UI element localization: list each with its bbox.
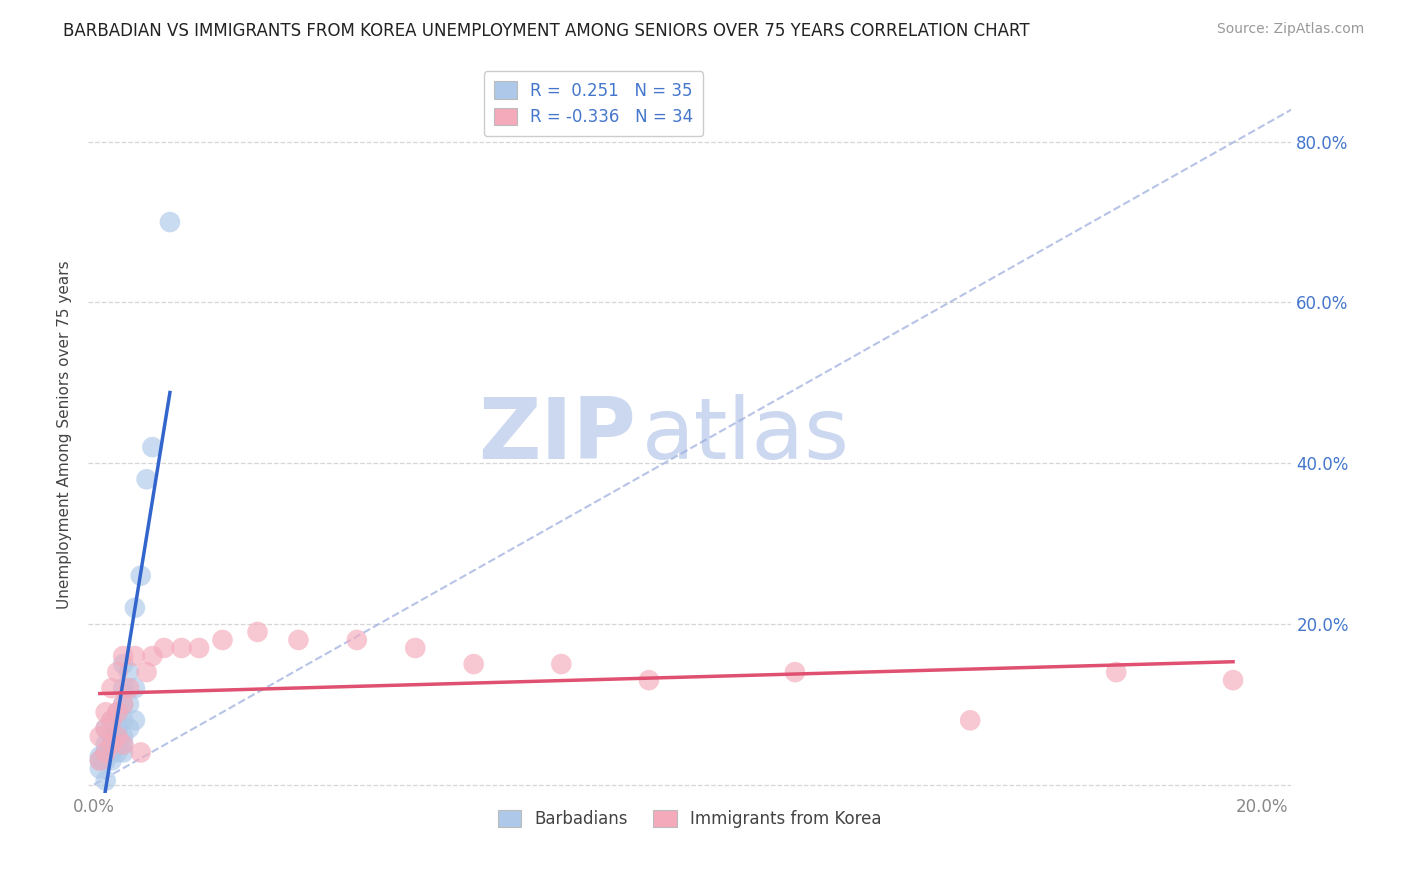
Point [141, 648, 163, 663]
Point [105, 738, 128, 752]
Point [105, 730, 128, 744]
Point [783, 665, 806, 679]
Point [89, 762, 111, 776]
Point [287, 632, 309, 647]
Point [124, 648, 146, 663]
Text: Source: ZipAtlas.com: Source: ZipAtlas.com [1216, 22, 1364, 37]
Point [112, 714, 135, 728]
Point [638, 673, 661, 687]
Point [170, 640, 193, 655]
Point [188, 640, 211, 655]
Point [118, 681, 141, 696]
Point [89, 749, 111, 764]
Point [100, 714, 122, 728]
Text: ZIP: ZIP [478, 393, 636, 476]
Point [94, 746, 117, 760]
Point [94, 722, 117, 736]
Point [94, 722, 117, 736]
Point [112, 648, 135, 663]
Point [94, 773, 117, 788]
Point [94, 746, 117, 760]
Point [118, 722, 141, 736]
Point [94, 706, 117, 720]
Point [105, 706, 128, 720]
Point [124, 600, 146, 615]
Point [105, 706, 128, 720]
Point [112, 698, 135, 712]
Point [105, 722, 128, 736]
Point [118, 665, 141, 679]
Point [100, 738, 122, 752]
Point [129, 746, 152, 760]
Point [141, 440, 163, 454]
Point [105, 665, 128, 679]
Point [346, 632, 368, 647]
Point [112, 657, 135, 671]
Point [404, 640, 426, 655]
Point [89, 754, 111, 768]
Text: BARBADIAN VS IMMIGRANTS FROM KOREA UNEMPLOYMENT AMONG SENIORS OVER 75 YEARS CORR: BARBADIAN VS IMMIGRANTS FROM KOREA UNEMP… [63, 22, 1029, 40]
Point [94, 738, 117, 752]
Point [135, 665, 157, 679]
Point [124, 681, 146, 696]
Y-axis label: Unemployment Among Seniors over 75 years: Unemployment Among Seniors over 75 years [58, 260, 72, 609]
Point [100, 714, 122, 728]
Point [100, 681, 122, 696]
Point [112, 730, 135, 744]
Point [153, 640, 176, 655]
Point [112, 738, 135, 752]
Point [100, 746, 122, 760]
Point [135, 472, 157, 486]
Text: atlas: atlas [641, 393, 849, 476]
Point [112, 738, 135, 752]
Point [89, 730, 111, 744]
Point [463, 657, 485, 671]
Point [94, 754, 117, 768]
Point [1222, 673, 1244, 687]
Point [959, 714, 981, 728]
Point [124, 714, 146, 728]
Point [105, 746, 128, 760]
Point [100, 738, 122, 752]
Point [129, 568, 152, 582]
Point [246, 624, 269, 639]
Legend: Barbadians, Immigrants from Korea: Barbadians, Immigrants from Korea [492, 803, 889, 834]
Point [112, 698, 135, 712]
Point [112, 681, 135, 696]
Point [159, 215, 181, 229]
Point [1105, 665, 1128, 679]
Point [100, 730, 122, 744]
Point [100, 754, 122, 768]
Point [89, 754, 111, 768]
Point [112, 746, 135, 760]
Point [211, 632, 233, 647]
Point [118, 698, 141, 712]
Point [550, 657, 572, 671]
Point [105, 730, 128, 744]
